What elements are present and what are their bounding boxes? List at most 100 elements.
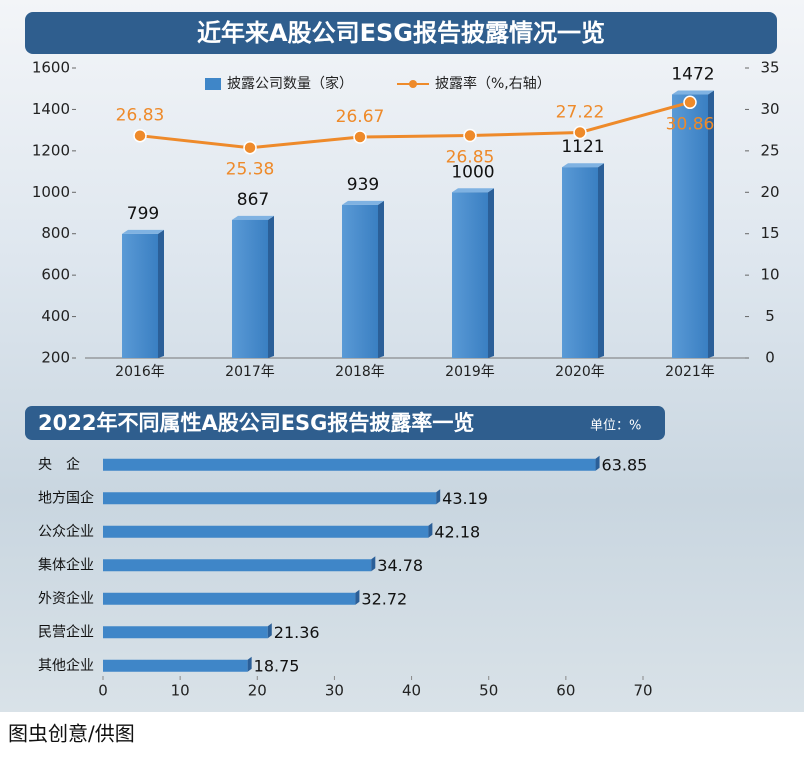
line-value-label: 26.83 — [116, 106, 165, 126]
legend-label: 披露率（%,右轴） — [435, 75, 551, 92]
bar-top — [672, 90, 714, 95]
title-banner — [25, 406, 665, 440]
bar — [672, 94, 708, 358]
bar-top — [562, 163, 604, 168]
line-marker — [353, 130, 367, 144]
x-tick-label: 2021年 — [665, 364, 715, 380]
category-label: 民营企业 — [38, 623, 94, 640]
y2-tick-label: 20 — [760, 183, 779, 201]
line-value-label: 27.22 — [556, 102, 605, 122]
bar — [562, 167, 598, 358]
bar-value-label: 43.19 — [442, 489, 488, 508]
y-tick-label: 1000 — [32, 183, 70, 201]
bar — [342, 204, 378, 358]
line-value-label: 26.85 — [446, 148, 495, 168]
y-tick-label: 600 — [41, 266, 70, 284]
legend-swatch — [409, 80, 417, 88]
bar-side — [428, 522, 433, 538]
x-tick-label: 0 — [98, 682, 108, 700]
bar-value-label: 63.85 — [602, 455, 648, 474]
caption: 图虫创意/供图 — [8, 722, 135, 746]
x-tick-label: 10 — [171, 682, 190, 700]
x-tick-label: 40 — [402, 682, 421, 700]
line-marker — [133, 128, 147, 143]
chart-title: 2022年不同属性A股公司ESG报告披露率一览 — [38, 411, 474, 435]
caption-background — [0, 712, 804, 757]
y2-tick-label: 5 — [765, 307, 775, 325]
unit-label: 单位：% — [590, 419, 641, 434]
bar-side — [371, 556, 376, 572]
x-tick-label: 70 — [633, 682, 652, 700]
y-tick-label: 1400 — [32, 100, 70, 118]
category-label: 公众企业 — [38, 523, 94, 540]
x-tick-label: 50 — [479, 682, 498, 700]
plot-layer: 2004006008001000120014001600051015202530… — [32, 59, 780, 700]
title-banner — [25, 12, 777, 54]
bar-top — [122, 229, 164, 234]
y-tick-label: 400 — [41, 307, 70, 325]
y2-tick-label: 35 — [760, 59, 779, 77]
y2-tick-label: 0 — [765, 349, 775, 367]
bar-value-label: 42.18 — [434, 522, 480, 541]
bar-top — [232, 215, 274, 220]
bar-value-label: 21.36 — [274, 623, 320, 642]
bar — [103, 592, 356, 605]
x-tick-label: 60 — [556, 682, 575, 700]
line-marker — [573, 125, 587, 140]
bar-side — [378, 200, 384, 358]
bar-value-label: 799 — [127, 204, 159, 224]
bar-value-label: 32.72 — [361, 589, 407, 608]
bar-value-label: 18.75 — [254, 656, 300, 675]
x-tick-label: 30 — [325, 682, 344, 700]
category-label: 地方国企 — [38, 489, 94, 506]
line-marker — [683, 95, 697, 110]
bar-side — [436, 489, 441, 505]
line-value-label: 25.38 — [226, 160, 275, 180]
y2-tick-label: 15 — [760, 224, 779, 242]
bar — [103, 525, 429, 538]
legend-label: 披露公司数量（家） — [227, 75, 353, 92]
category-label: 集体企业 — [38, 556, 94, 573]
bar-side — [595, 455, 600, 471]
x-tick-label: 2016年 — [115, 364, 165, 380]
line-marker — [463, 128, 477, 143]
x-tick-label: 20 — [248, 682, 267, 700]
bar-side — [267, 623, 272, 639]
line-value-label: 30.86 — [666, 114, 715, 134]
bar-value-label: 1472 — [671, 65, 714, 85]
x-tick-label: 2019年 — [445, 364, 495, 380]
bar — [103, 659, 248, 672]
y-tick-label: 800 — [41, 224, 70, 242]
bar-value-label: 1121 — [561, 137, 604, 157]
x-tick-label: 2020年 — [555, 364, 605, 380]
bar-top — [342, 200, 384, 205]
y-tick-label: 200 — [41, 349, 70, 367]
category-label: 外资企业 — [38, 590, 94, 607]
bar-side — [158, 229, 164, 358]
bar-value-label: 1000 — [451, 162, 494, 182]
bar — [103, 626, 268, 639]
bar-side — [598, 163, 604, 358]
line-marker — [243, 140, 257, 155]
category-label: 其他企业 — [38, 657, 94, 674]
y-tick-label: 1200 — [32, 141, 70, 159]
legend-swatch — [205, 78, 221, 90]
line-value-label: 26.67 — [336, 107, 385, 127]
bar-side — [708, 90, 714, 358]
category-label: 央 企 — [38, 456, 80, 473]
bar — [122, 233, 158, 358]
bar-side — [247, 656, 252, 672]
y2-tick-label: 25 — [760, 141, 779, 159]
bar-top — [452, 188, 494, 193]
bar — [103, 492, 437, 505]
chart-title: 近年来A股公司ESG报告披露情况一览 — [197, 19, 605, 47]
bar — [232, 219, 268, 358]
bar — [452, 192, 488, 358]
bar-side — [268, 215, 274, 358]
x-tick-label: 2017年 — [225, 364, 275, 380]
bar — [103, 559, 372, 572]
y2-tick-label: 30 — [760, 100, 779, 118]
bar-side — [355, 589, 360, 605]
line — [139, 100, 691, 150]
